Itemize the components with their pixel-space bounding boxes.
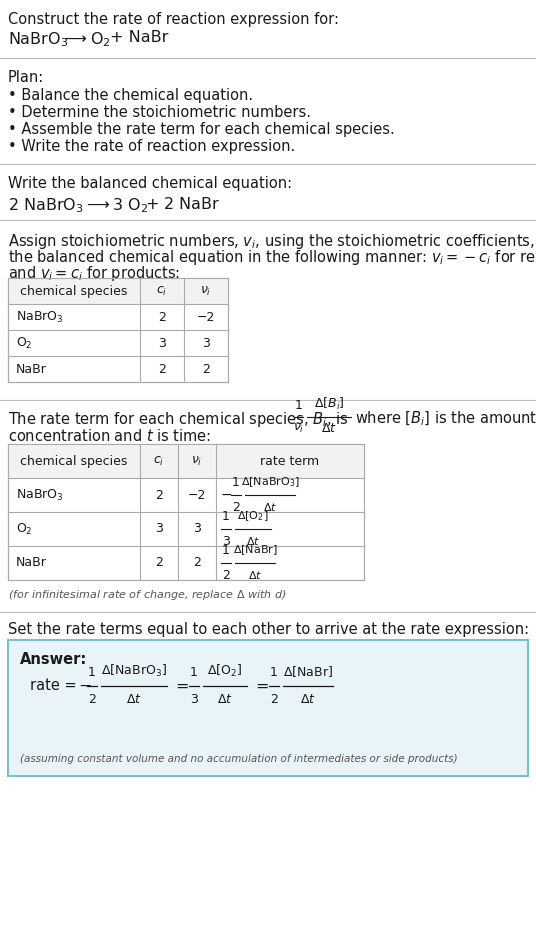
Text: where $[B_i]$ is the amount: where $[B_i]$ is the amount <box>355 410 536 428</box>
Text: $\Delta t$: $\Delta t$ <box>248 569 262 581</box>
Text: $\mathregular{NaBrO_3}$: $\mathregular{NaBrO_3}$ <box>16 487 64 502</box>
Text: NaBr: NaBr <box>16 556 47 570</box>
Text: 2: 2 <box>202 362 210 375</box>
Text: rate =: rate = <box>30 679 81 694</box>
Text: 2: 2 <box>158 311 166 323</box>
Text: $\longrightarrow$: $\longrightarrow$ <box>83 196 110 211</box>
Text: $\mathregular{2\ NaBrO_3}$: $\mathregular{2\ NaBrO_3}$ <box>8 196 84 214</box>
Text: $\mathregular{+\ 2\ NaBr}$: $\mathregular{+\ 2\ NaBr}$ <box>145 196 220 212</box>
Text: $\Delta[\mathrm{O_2}]$: $\Delta[\mathrm{O_2}]$ <box>237 509 269 523</box>
Bar <box>8 640 528 776</box>
Text: 2: 2 <box>155 556 163 570</box>
Text: −: − <box>221 488 233 502</box>
Text: • Write the rate of reaction expression.: • Write the rate of reaction expression. <box>8 139 295 154</box>
Text: Answer:: Answer: <box>20 652 87 667</box>
Text: =: = <box>255 679 269 694</box>
Bar <box>8 444 364 478</box>
Text: $\Delta[B_i]$: $\Delta[B_i]$ <box>314 396 344 412</box>
Text: $\Delta t$: $\Delta t$ <box>321 422 337 435</box>
Text: 3: 3 <box>155 522 163 536</box>
Text: $\Delta[\mathrm{NaBrO_3}]$: $\Delta[\mathrm{NaBrO_3}]$ <box>101 663 167 679</box>
Text: 2: 2 <box>193 556 201 570</box>
Text: $\Delta[\mathrm{NaBrO_3}]$: $\Delta[\mathrm{NaBrO_3}]$ <box>241 475 300 489</box>
Text: $\mathregular{O_2}$: $\mathregular{O_2}$ <box>90 30 111 48</box>
Text: $\Delta[\mathrm{NaBr}]$: $\Delta[\mathrm{NaBr}]$ <box>233 543 277 557</box>
Text: $\mathregular{O_2}$: $\mathregular{O_2}$ <box>16 336 33 351</box>
Text: $c_i$: $c_i$ <box>153 454 165 467</box>
Text: NaBr: NaBr <box>16 362 47 375</box>
Bar <box>8 278 228 304</box>
Text: chemical species: chemical species <box>20 454 128 467</box>
Text: Write the balanced chemical equation:: Write the balanced chemical equation: <box>8 176 292 191</box>
Text: $\nu_i$: $\nu_i$ <box>293 422 304 435</box>
Text: 3: 3 <box>222 535 230 548</box>
Text: 2: 2 <box>232 501 240 514</box>
Text: $\nu_i$: $\nu_i$ <box>200 284 212 298</box>
Text: (assuming constant volume and no accumulation of intermediates or side products): (assuming constant volume and no accumul… <box>20 754 458 764</box>
Text: $\Delta t$: $\Delta t$ <box>300 693 316 706</box>
Text: $\nu_i$: $\nu_i$ <box>191 454 203 467</box>
Text: $c_i$: $c_i$ <box>157 284 168 298</box>
Text: $\Delta[\mathrm{O_2}]$: $\Delta[\mathrm{O_2}]$ <box>207 663 243 679</box>
Text: Set the rate terms equal to each other to arrive at the rate expression:: Set the rate terms equal to each other t… <box>8 622 529 637</box>
Text: $\mathregular{NaBrO_3}$: $\mathregular{NaBrO_3}$ <box>8 30 68 48</box>
Text: Plan:: Plan: <box>8 70 44 85</box>
Text: 2: 2 <box>222 569 230 582</box>
Text: 3: 3 <box>190 693 198 706</box>
Text: 3: 3 <box>202 337 210 350</box>
Bar <box>8 444 364 580</box>
Bar <box>8 278 228 382</box>
Text: The rate term for each chemical species, $B_i$, is: The rate term for each chemical species,… <box>8 410 348 429</box>
Text: 1: 1 <box>232 476 240 489</box>
Text: −2: −2 <box>188 488 206 501</box>
Text: $\mathregular{NaBrO_3}$: $\mathregular{NaBrO_3}$ <box>16 309 64 324</box>
Text: 2: 2 <box>158 362 166 375</box>
Text: −: − <box>78 679 91 694</box>
Text: −2: −2 <box>197 311 215 323</box>
Text: $\longrightarrow$: $\longrightarrow$ <box>60 30 87 45</box>
Text: 1: 1 <box>88 666 96 679</box>
Text: $\mathregular{O_2}$: $\mathregular{O_2}$ <box>16 521 33 537</box>
Text: $\mathregular{3\ O_2}$: $\mathregular{3\ O_2}$ <box>112 196 148 214</box>
Text: + NaBr: + NaBr <box>110 30 168 45</box>
Text: chemical species: chemical species <box>20 284 128 298</box>
Text: Assign stoichiometric numbers, $v_i$, using the stoichiometric coefficients, $c_: Assign stoichiometric numbers, $v_i$, us… <box>8 232 536 251</box>
Text: 2: 2 <box>155 488 163 501</box>
Text: 2: 2 <box>88 693 96 706</box>
Text: rate term: rate term <box>260 454 319 467</box>
Text: $\Delta t$: $\Delta t$ <box>263 501 277 513</box>
Text: • Assemble the rate term for each chemical species.: • Assemble the rate term for each chemic… <box>8 122 394 137</box>
Text: Construct the rate of reaction expression for:: Construct the rate of reaction expressio… <box>8 12 339 27</box>
Text: 1: 1 <box>222 510 230 523</box>
Text: 1: 1 <box>295 399 303 412</box>
Text: $\Delta[\mathrm{NaBr}]$: $\Delta[\mathrm{NaBr}]$ <box>283 664 333 679</box>
Text: $\Delta t$: $\Delta t$ <box>217 693 233 706</box>
Text: (for infinitesimal rate of change, replace $\Delta$ with $d$): (for infinitesimal rate of change, repla… <box>8 588 287 602</box>
Text: =: = <box>175 679 189 694</box>
Text: and $v_i = c_i$ for products:: and $v_i = c_i$ for products: <box>8 264 180 283</box>
Text: 1: 1 <box>190 666 198 679</box>
Text: 1: 1 <box>270 666 278 679</box>
Text: • Balance the chemical equation.: • Balance the chemical equation. <box>8 88 253 103</box>
Text: concentration and $t$ is time:: concentration and $t$ is time: <box>8 428 211 444</box>
Text: 2: 2 <box>270 693 278 706</box>
Text: the balanced chemical equation in the following manner: $v_i = -c_i$ for reactan: the balanced chemical equation in the fo… <box>8 248 536 267</box>
Text: $\Delta t$: $\Delta t$ <box>246 535 260 547</box>
Text: • Determine the stoichiometric numbers.: • Determine the stoichiometric numbers. <box>8 105 311 120</box>
Text: 1: 1 <box>222 544 230 557</box>
Text: 3: 3 <box>193 522 201 536</box>
Text: 3: 3 <box>158 337 166 350</box>
Text: $\Delta t$: $\Delta t$ <box>126 693 142 706</box>
